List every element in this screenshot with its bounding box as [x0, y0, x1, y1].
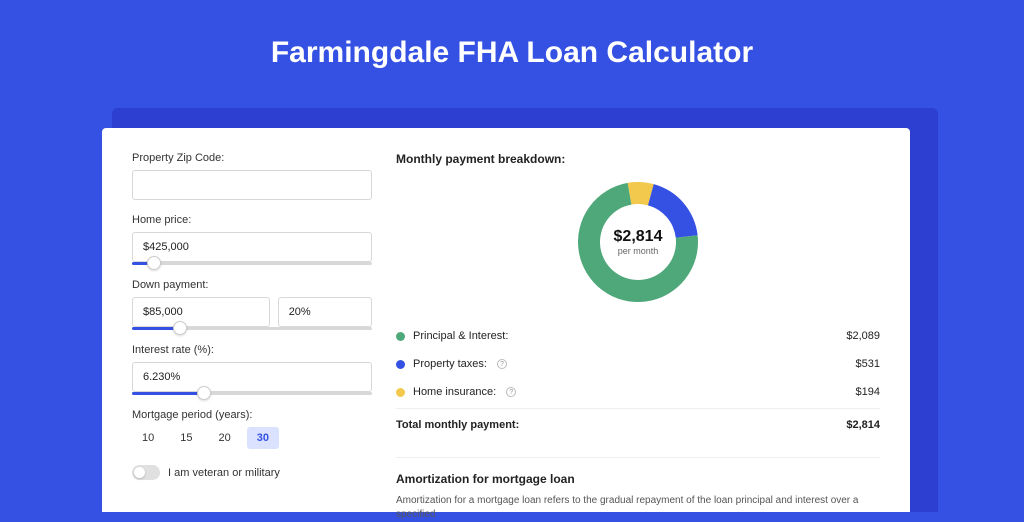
zip-label: Property Zip Code:: [132, 152, 372, 164]
interest-rate-label: Interest rate (%):: [132, 344, 372, 356]
info-icon[interactable]: ?: [506, 387, 516, 397]
amortization-text: Amortization for a mortgage loan refers …: [396, 494, 880, 522]
inputs-column: Property Zip Code: Home price: Down paym…: [132, 152, 372, 512]
legend-dot: [396, 388, 405, 397]
interest-rate-field: Interest rate (%):: [132, 344, 372, 395]
home-price-slider-thumb[interactable]: [147, 256, 161, 270]
total-label: Total monthly payment:: [396, 419, 519, 431]
amortization-title: Amortization for mortgage loan: [396, 472, 880, 486]
home-price-field: Home price:: [132, 214, 372, 265]
home-price-label: Home price:: [132, 214, 372, 226]
period-option-30[interactable]: 30: [247, 427, 279, 449]
down-payment-field: Down payment:: [132, 279, 372, 330]
zip-field: Property Zip Code:: [132, 152, 372, 200]
donut-sub: per month: [614, 246, 663, 256]
zip-input[interactable]: [132, 170, 372, 200]
veteran-row: I am veteran or military: [132, 465, 372, 480]
legend-dot: [396, 360, 405, 369]
breakdown-label: Property taxes:: [413, 358, 487, 370]
breakdown-value: $531: [856, 358, 880, 370]
down-payment-amount-input[interactable]: [132, 297, 270, 327]
veteran-label: I am veteran or military: [168, 467, 280, 479]
total-value: $2,814: [846, 419, 880, 431]
breakdown-list: Principal & Interest: $2,089 Property taxe…: [396, 322, 880, 406]
period-option-10[interactable]: 10: [132, 427, 164, 449]
period-option-15[interactable]: 15: [170, 427, 202, 449]
interest-rate-slider[interactable]: [132, 392, 372, 395]
donut-container: $2,814 per month: [396, 180, 880, 304]
breakdown-total-row: Total monthly payment: $2,814: [396, 408, 880, 439]
legend-dot: [396, 332, 405, 341]
home-price-input[interactable]: [132, 232, 372, 262]
breakdown-value: $194: [856, 386, 880, 398]
donut-amount: $2,814: [614, 228, 663, 246]
breakdown-title: Monthly payment breakdown:: [396, 152, 880, 166]
interest-rate-slider-fill: [132, 392, 204, 395]
period-label: Mortgage period (years):: [132, 409, 372, 421]
breakdown-label: Principal & Interest:: [413, 330, 508, 342]
donut-center: $2,814 per month: [614, 228, 663, 256]
down-payment-label: Down payment:: [132, 279, 372, 291]
interest-rate-slider-thumb[interactable]: [197, 386, 211, 400]
down-payment-pct-input[interactable]: [278, 297, 372, 327]
payment-donut-chart: $2,814 per month: [576, 180, 700, 304]
home-price-slider[interactable]: [132, 262, 372, 265]
breakdown-label: Home insurance:: [413, 386, 496, 398]
veteran-toggle[interactable]: [132, 465, 160, 480]
results-column: Monthly payment breakdown: $2,814 per mo…: [396, 152, 880, 512]
breakdown-value: $2,089: [846, 330, 880, 342]
amortization-section: Amortization for mortgage loan Amortizat…: [396, 457, 880, 522]
down-payment-slider-thumb[interactable]: [173, 321, 187, 335]
breakdown-row: Principal & Interest: $2,089: [396, 322, 880, 350]
calculator-panel: Property Zip Code: Home price: Down paym…: [102, 128, 910, 512]
info-icon[interactable]: ?: [497, 359, 507, 369]
interest-rate-input[interactable]: [132, 362, 372, 392]
down-payment-slider[interactable]: [132, 327, 372, 330]
breakdown-row: Home insurance:? $194: [396, 378, 880, 406]
period-options: 10 15 20 30: [132, 427, 372, 449]
page-title: Farmingdale FHA Loan Calculator: [0, 0, 1024, 98]
period-field: Mortgage period (years): 10 15 20 30: [132, 409, 372, 449]
breakdown-row: Property taxes:? $531: [396, 350, 880, 378]
period-option-20[interactable]: 20: [209, 427, 241, 449]
